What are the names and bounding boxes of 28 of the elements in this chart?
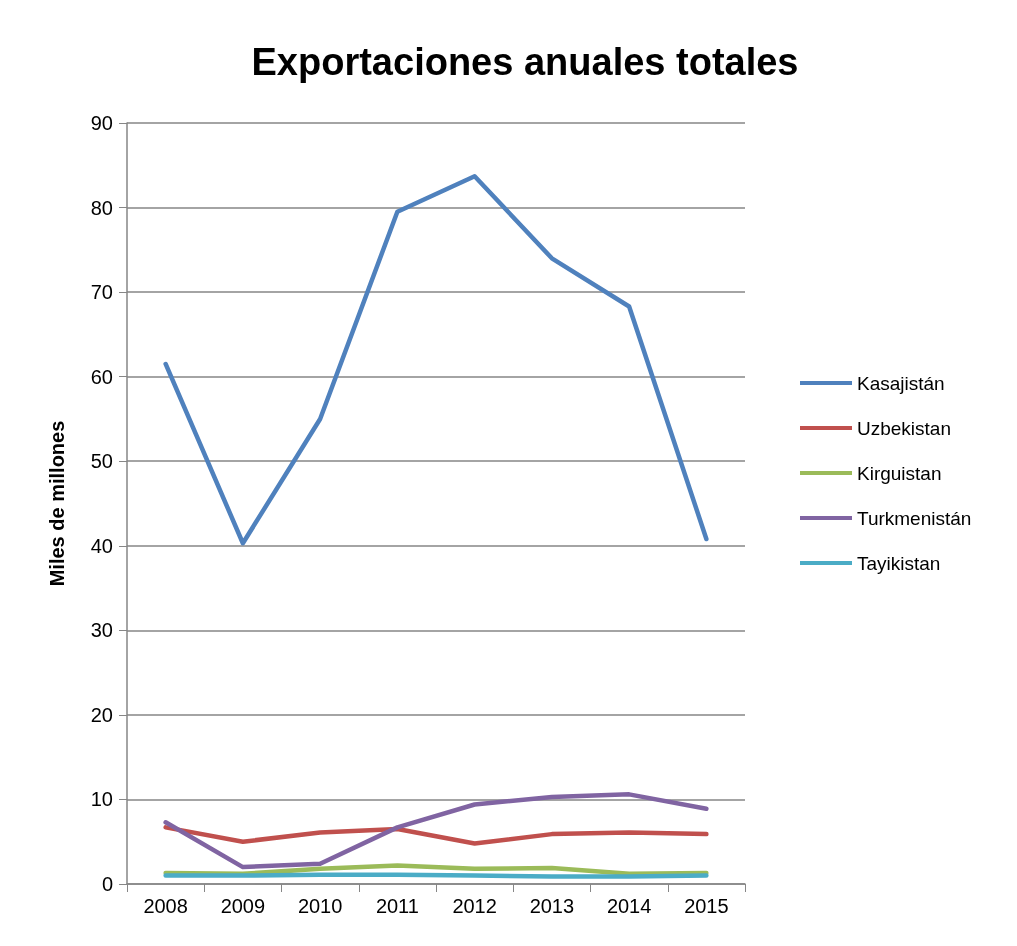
x-tick-label: 2014 bbox=[606, 895, 652, 917]
legend-label: Uzbekistan bbox=[857, 417, 951, 439]
y-tick-label: 80 bbox=[90, 196, 113, 219]
y-tick-label: 0 bbox=[101, 873, 113, 895]
y-tick-label: 50 bbox=[90, 450, 113, 473]
legend-label: Turkmenistán bbox=[857, 507, 972, 529]
chart-title: Exportaciones anuales totales bbox=[251, 41, 799, 83]
y-tick-label: 20 bbox=[90, 703, 113, 726]
y-tick-label: 90 bbox=[90, 112, 113, 134]
legend-label: Kasajistán bbox=[857, 372, 945, 394]
line-series bbox=[163, 825, 709, 846]
line-series bbox=[163, 174, 709, 546]
legend-label: Kirguistan bbox=[857, 462, 942, 484]
x-tick-label: 2011 bbox=[375, 895, 419, 917]
y-tick-label: 40 bbox=[90, 534, 113, 557]
line-series bbox=[163, 792, 709, 870]
y-tick-label: 70 bbox=[90, 281, 113, 304]
y-tick-label: 10 bbox=[90, 788, 113, 811]
x-tick-label: 2009 bbox=[220, 895, 266, 917]
y-tick-label: 30 bbox=[90, 619, 113, 642]
legend-label: Tayikistan bbox=[857, 552, 941, 574]
x-tick-label: 2010 bbox=[297, 895, 343, 917]
x-tick-label: 2008 bbox=[143, 895, 188, 917]
y-tick-label: 60 bbox=[90, 365, 113, 388]
x-tick-label: 2013 bbox=[529, 895, 575, 917]
x-tick-label: 2015 bbox=[684, 895, 729, 917]
y-axis-title: Miles de millones bbox=[46, 420, 68, 587]
x-tick-label: 2012 bbox=[452, 895, 497, 917]
